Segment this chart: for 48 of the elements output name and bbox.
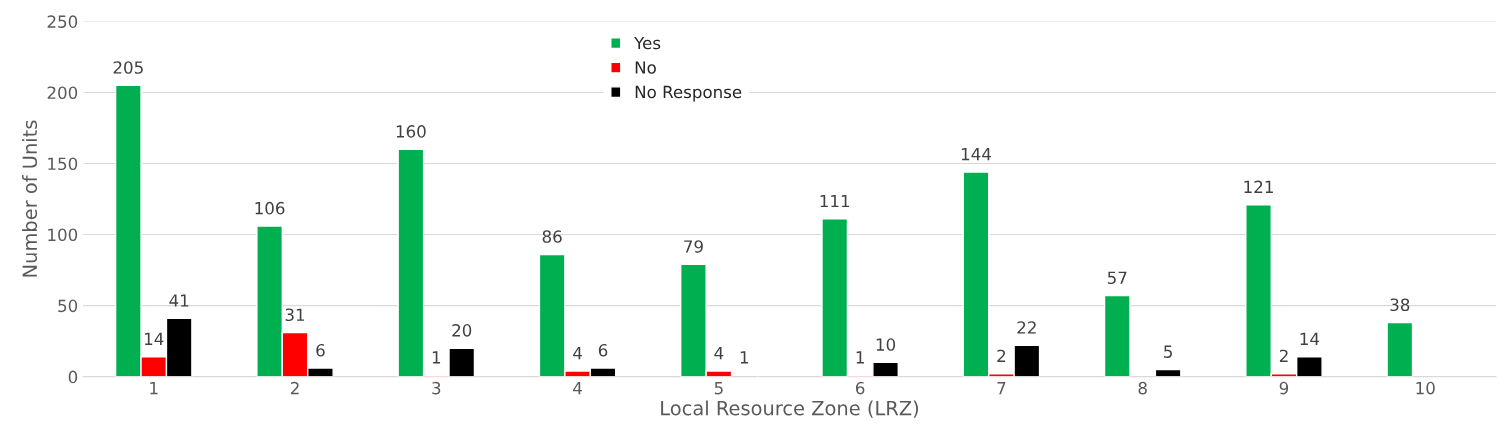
y-tick-label: 50 (58, 299, 78, 313)
data-label: 121 (1244, 180, 1273, 193)
data-label: 160 (396, 125, 426, 138)
data-label: 6 (316, 343, 325, 357)
data-label: 41 (169, 294, 189, 307)
data-label: 2 (1279, 349, 1288, 362)
x-tick-label: 9 (1279, 381, 1289, 395)
data-label: 57 (1107, 271, 1127, 285)
data-label: 14 (144, 332, 164, 345)
x-tick-label: 7 (997, 382, 1006, 395)
y-axis-title: Number of Units (22, 120, 38, 277)
data-label: 6 (598, 343, 608, 357)
data-label: 1 (432, 351, 441, 364)
x-axis-title: Local Resource Zone (LRZ) (661, 400, 919, 418)
data-label: 4 (714, 347, 724, 360)
data-label: 1 (856, 351, 864, 364)
legend-label: No Response (635, 85, 742, 102)
data-label: 79 (684, 240, 703, 253)
x-tick-label: 5 (714, 382, 723, 395)
x-tick-label: 10 (1416, 381, 1435, 395)
data-label: 106 (255, 201, 285, 215)
data-label: 22 (1017, 321, 1036, 334)
y-tick-label: 250 (47, 15, 78, 28)
data-label: 20 (452, 324, 472, 337)
x-tick-label: 8 (1138, 381, 1147, 395)
x-tick-label: 1 (150, 382, 158, 395)
data-label: 2 (997, 349, 1006, 362)
y-tick-label: 100 (48, 228, 78, 242)
data-label: 4 (573, 347, 582, 360)
data-label: 86 (542, 230, 562, 243)
data-label: 205 (113, 61, 143, 74)
data-label: 38 (1390, 298, 1410, 312)
y-tick-label: 150 (48, 157, 78, 171)
data-label: 1 (740, 351, 749, 364)
x-tick-label: 6 (856, 381, 865, 395)
data-label: 144 (961, 148, 991, 161)
data-label: 10 (876, 338, 896, 351)
legend-label: No (635, 61, 656, 74)
data-label: 5 (1164, 345, 1172, 358)
x-tick-label: 2 (290, 381, 299, 395)
legend-label: Yes (634, 36, 661, 50)
y-tick-label: 200 (47, 86, 78, 100)
x-tick-label: 4 (573, 382, 582, 395)
y-tick-label: 0 (68, 370, 78, 384)
x-tick-label: 3 (432, 381, 441, 395)
data-label: 111 (820, 194, 850, 208)
data-label: 31 (285, 308, 305, 322)
data-label: 14 (1300, 332, 1320, 345)
